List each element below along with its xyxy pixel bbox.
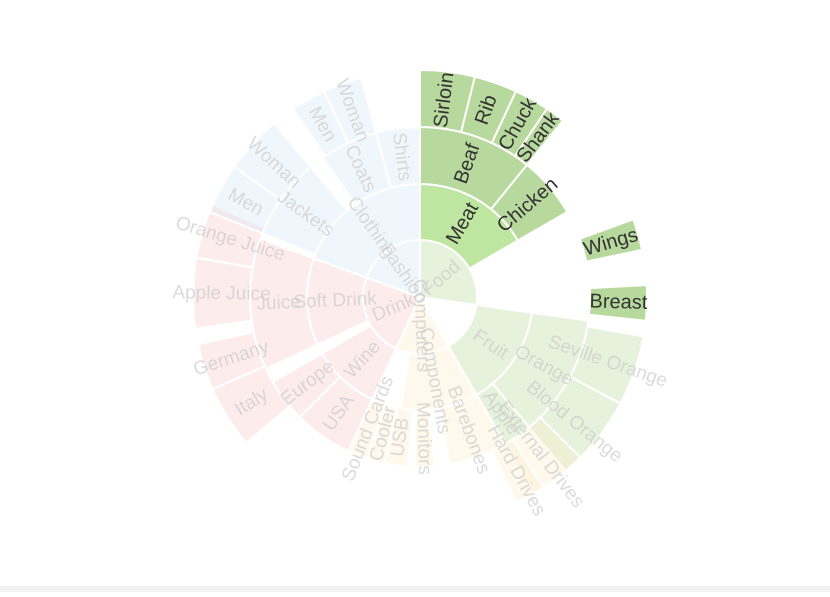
arc-wings[interactable]: [578, 218, 644, 263]
arc-orange-juice[interactable]: [195, 203, 267, 269]
arc-hard-drives[interactable]: [490, 438, 546, 505]
arc-breast[interactable]: [587, 284, 648, 322]
arc-woman[interactable]: [232, 121, 313, 201]
label-monitors: Monitors: [412, 402, 435, 475]
sunburst-arcs: [192, 68, 648, 505]
arc-europe[interactable]: [271, 352, 342, 419]
arc-shirts[interactable]: [374, 125, 421, 190]
arc-monitors[interactable]: [413, 408, 436, 468]
bottom-divider: [0, 586, 830, 592]
label-apple-juice: Apple Juice: [172, 282, 271, 305]
label-breast: Breast: [589, 290, 648, 314]
arc-barebones[interactable]: [438, 393, 507, 466]
label-soft-drink: Soft Drink: [293, 288, 378, 313]
label-computers: Computers: [409, 279, 434, 373]
label-juice: Juice: [256, 292, 301, 315]
arc-chicken[interactable]: [489, 163, 569, 242]
